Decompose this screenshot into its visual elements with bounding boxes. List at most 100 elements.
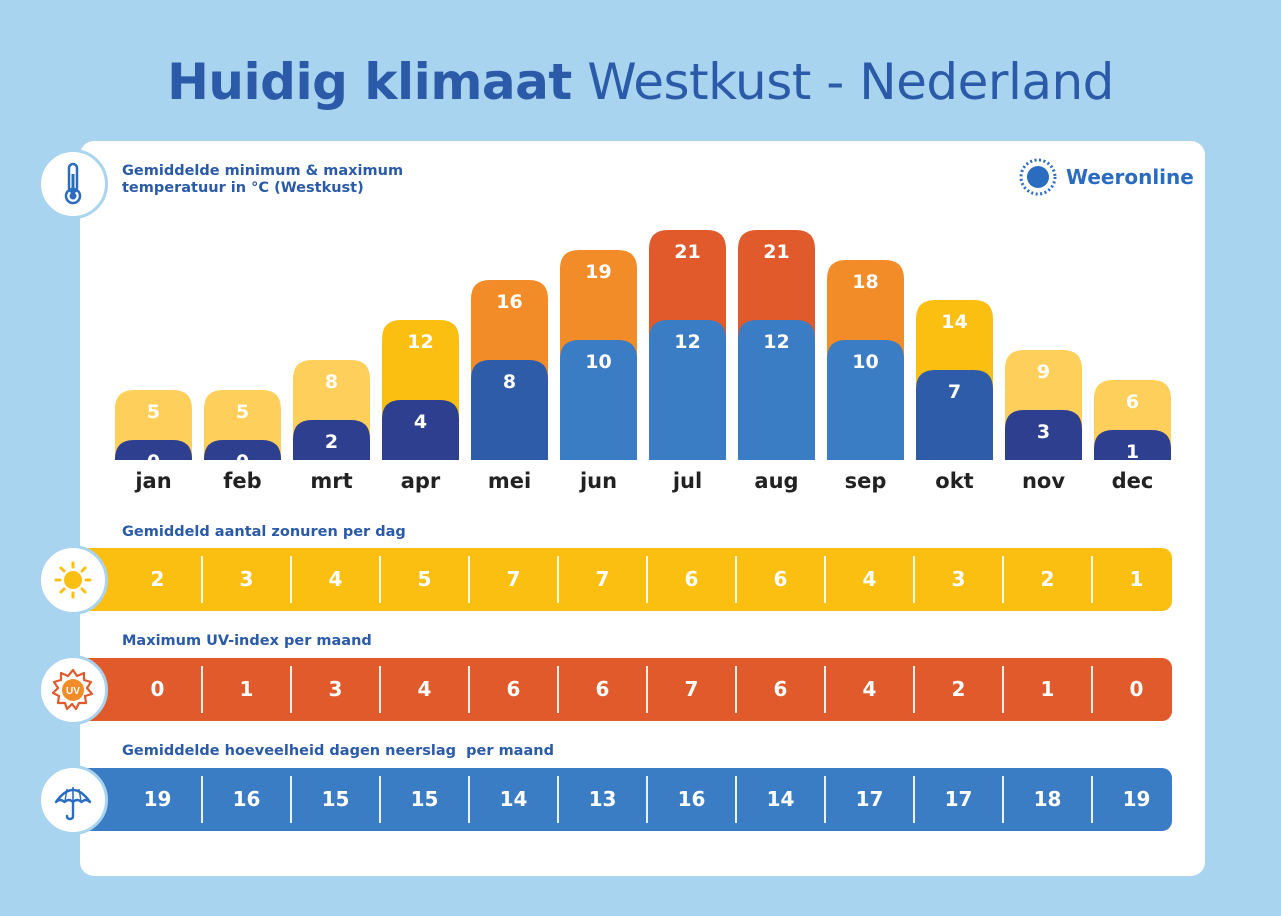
strip-divider [290,556,292,603]
rain-days-value: 13 [588,787,617,811]
strip-divider [201,666,203,713]
rain-days-value: 16 [677,787,706,811]
month-label: nov [1022,469,1065,493]
strip-divider [646,666,648,713]
max-temp-label: 21 [763,241,789,263]
max-temp-label: 5 [236,401,249,423]
temperature-label-line1: Gemiddelde minimum & maximum [122,163,404,179]
max-temp-label: 18 [852,271,878,293]
min-temp-bar [827,340,904,460]
strip-divider [1002,776,1004,823]
min-temp-bar [1094,430,1171,460]
max-temp-label: 9 [1037,361,1050,383]
min-temp-bar [560,340,637,460]
rain-days-value: 18 [1033,787,1062,811]
temperature-label: Gemiddelde minimum & maximum temperatuur… [122,163,403,197]
temperature-label-line2: temperatuur in °C (Westkust) [122,180,364,196]
min-temp-bar [738,320,815,460]
rain-days-value: 17 [944,787,973,811]
umbrella-icon [38,765,108,835]
uv-index-value: 0 [1129,677,1144,701]
rain-days-value: 14 [766,787,795,811]
uv-label: Maximum UV-index per maand [122,633,372,649]
min-temp-label: 7 [948,381,961,403]
min-temp-label: 12 [763,331,789,353]
sun-hours-value: 7 [595,567,610,591]
strip-divider [468,556,470,603]
month-label: okt [935,469,973,493]
month-label: jul [672,469,702,493]
sun-hours-value: 4 [862,567,877,591]
strip-divider [557,556,559,603]
uv-index-value: 6 [773,677,788,701]
month-label: jan [134,469,171,493]
min-temp-label: 8 [503,371,516,393]
sun-icon [38,545,108,615]
sun-hours-value: 5 [417,567,432,591]
strip-divider [379,666,381,713]
strip-divider [557,666,559,713]
min-temp-label: 10 [585,351,611,373]
min-temp-label: 1 [1126,441,1139,463]
min-temp-bar [115,440,192,460]
sun-label: Gemiddeld aantal zonuren per dag [122,524,406,540]
uv-index-strip: 0 1 3 4 6 6 7 6 4 2 1 0 [75,658,1172,721]
strip-divider [735,666,737,713]
brand-logo: Weeronline [1018,157,1194,197]
uv-sun-icon: UV [38,655,108,725]
month-label: apr [401,469,441,493]
min-temp-label: 12 [674,331,700,353]
strip-divider [913,556,915,603]
month-label: jun [579,469,617,493]
strip-divider [824,776,826,823]
strip-divider [201,776,203,823]
strip-divider [735,556,737,603]
max-temp-label: 14 [941,311,967,333]
sun-hours-value: 4 [328,567,343,591]
uv-index-value: 1 [1040,677,1055,701]
page-title: Huidig klimaat Westkust - Nederland [0,50,1281,114]
sun-logo-icon [1019,158,1057,196]
strip-divider [824,556,826,603]
uv-index-value: 1 [239,677,254,701]
uv-index-value: 3 [328,677,343,701]
strip-divider [379,556,381,603]
strip-divider [290,666,292,713]
min-temp-bar [916,370,993,460]
max-temp-label: 6 [1126,391,1139,413]
sun-hours-value: 7 [506,567,521,591]
strip-divider [1091,556,1093,603]
strip-divider [1091,776,1093,823]
max-temp-label: 16 [496,291,522,313]
min-temp-bar [471,360,548,460]
sun-hours-value: 2 [1040,567,1055,591]
climate-card [80,141,1205,876]
uv-index-value: 4 [417,677,432,701]
title-bold: Huidig klimaat [167,53,572,111]
rain-days-value: 15 [410,787,439,811]
rain-days-value: 19 [1122,787,1151,811]
strip-divider [1002,556,1004,603]
title-rest: Westkust - Nederland [587,53,1114,111]
strip-divider [824,666,826,713]
strip-divider [646,776,648,823]
strip-divider [290,776,292,823]
strip-divider [646,556,648,603]
strip-divider [379,776,381,823]
strip-divider [557,776,559,823]
max-temp-label: 21 [674,241,700,263]
uv-index-value: 7 [684,677,699,701]
min-temp-label: 2 [325,431,338,453]
max-temp-label: 8 [325,371,338,393]
min-temp-label: 3 [1037,421,1050,443]
strip-divider [913,776,915,823]
uv-index-value: 0 [150,677,165,701]
sun-hours-value: 3 [951,567,966,591]
uv-index-value: 2 [951,677,966,701]
thermometer-icon [38,149,108,219]
max-temp-label: 5 [147,401,160,423]
max-temp-label: 12 [407,331,433,353]
min-temp-bar [293,420,370,460]
uv-index-value: 6 [506,677,521,701]
